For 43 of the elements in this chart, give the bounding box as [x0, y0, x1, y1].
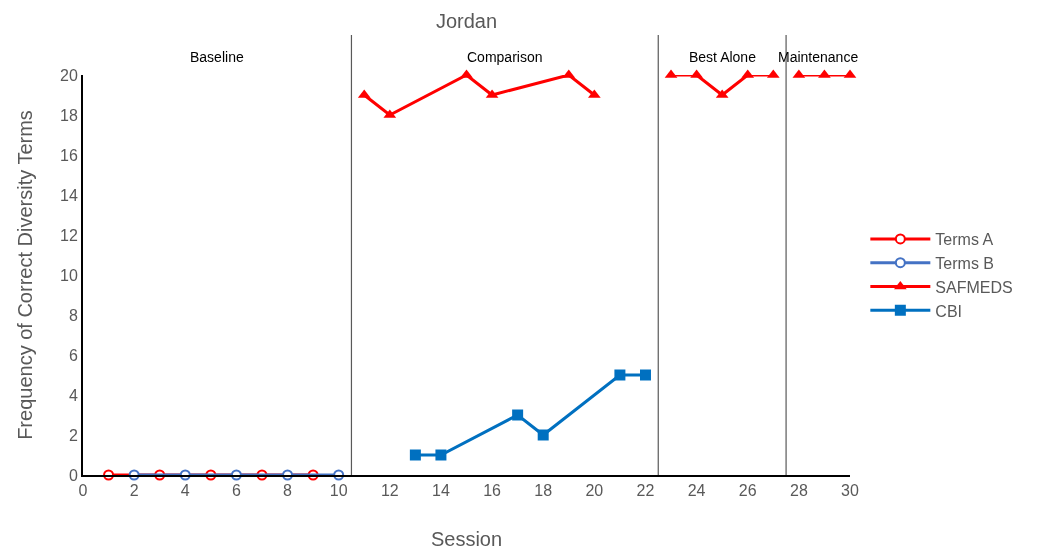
y-tick-label: 20 — [60, 66, 78, 84]
legend-label: SAFMEDS — [935, 278, 1013, 296]
legend-label: CBI — [935, 302, 963, 320]
text: Best Alone — [689, 49, 757, 65]
x-tick-label: 12 — [380, 482, 399, 500]
point — [614, 369, 626, 381]
y-tick-label: 0 — [68, 466, 78, 484]
y-tick-label: 8 — [68, 306, 78, 324]
legend-label: Terms A — [935, 231, 994, 249]
legend-label: Terms B — [935, 254, 995, 272]
y-tick-label: 4 — [68, 386, 78, 404]
x-axis-title: Session — [430, 528, 503, 550]
x-tick-label: 2 — [129, 482, 139, 500]
x-tick-label: 22 — [636, 482, 655, 500]
x-tick-label: 26 — [738, 482, 757, 500]
point — [435, 449, 447, 461]
x-tick-label: 18 — [534, 482, 553, 500]
y-tick-label: 18 — [60, 106, 78, 124]
x-tick-label: 30 — [841, 482, 859, 500]
x-tick-label: 8 — [283, 482, 293, 500]
point — [512, 409, 524, 421]
y-tick-label: 10 — [60, 266, 78, 284]
point — [639, 369, 651, 381]
text: Comparison — [467, 49, 543, 65]
point — [537, 429, 549, 441]
x-tick-label: 10 — [329, 482, 348, 500]
x-tick-label: 6 — [231, 482, 241, 500]
x-tick-label: 4 — [180, 482, 190, 500]
point — [409, 449, 421, 461]
x-tick-label: 24 — [687, 482, 706, 500]
text: Baseline — [190, 49, 244, 65]
y-tick-label: 14 — [60, 186, 78, 204]
x-tick-label: 16 — [483, 482, 502, 500]
y-tick-label: 16 — [60, 146, 78, 164]
x-tick-label: 28 — [789, 482, 808, 500]
chart-title: Jordan — [435, 9, 498, 32]
x-tick-label: 20 — [585, 482, 604, 500]
x-tick-label: 14 — [432, 482, 450, 500]
text: Maintenance — [778, 49, 859, 65]
y-tick-label: 2 — [68, 426, 78, 444]
y-tick-label: 12 — [60, 226, 78, 244]
y-tick-label: 6 — [68, 346, 78, 364]
y-axis-title: Frequency of Correct Diversity Terms — [14, 110, 36, 440]
